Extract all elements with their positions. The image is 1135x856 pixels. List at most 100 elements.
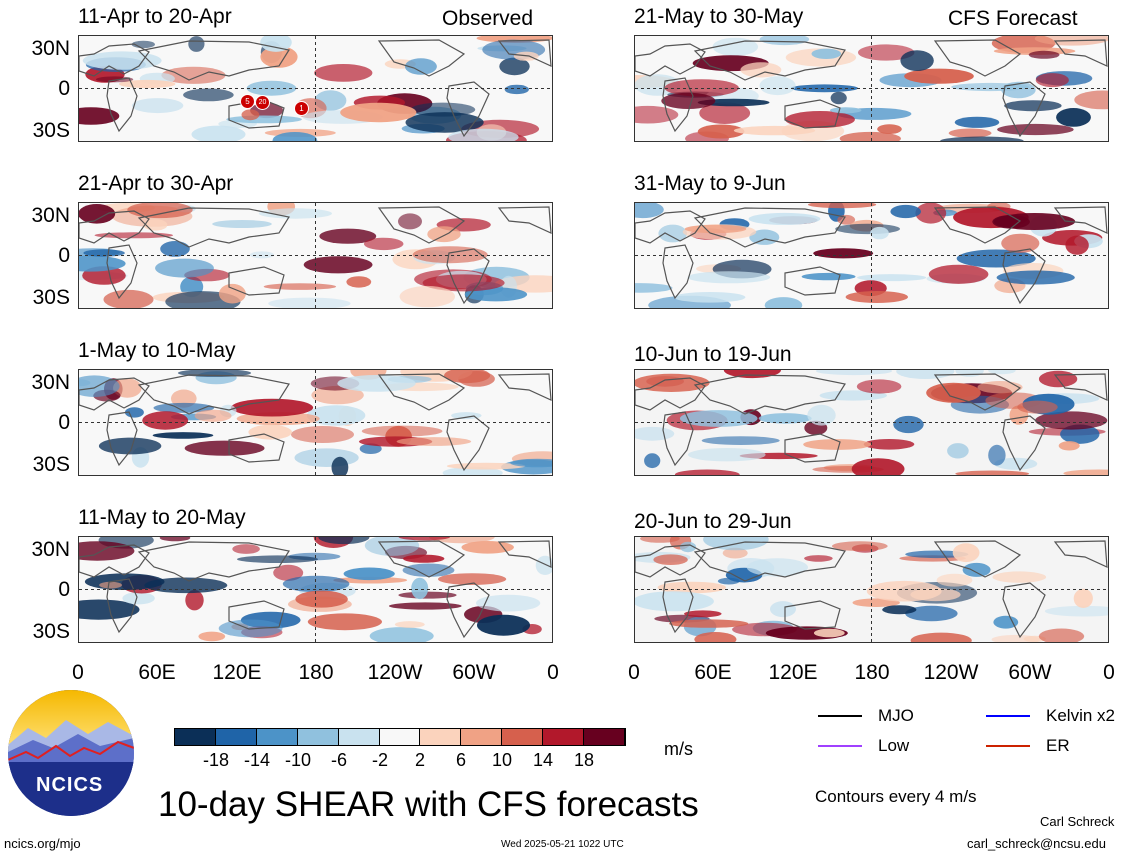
shear-blob <box>955 470 1030 475</box>
shear-field <box>79 203 552 308</box>
coastline <box>137 541 290 582</box>
lon-tick-label: 0 <box>1103 661 1115 684</box>
shear-blob <box>343 567 395 581</box>
storm-marker-label: 1 <box>299 104 304 113</box>
shear-blob <box>1044 605 1108 617</box>
shear-blob <box>411 577 429 600</box>
author-email[interactable]: carl_schreck@ncsu.edu <box>967 836 1106 851</box>
shear-blob <box>477 614 530 636</box>
shear-blob <box>674 292 746 303</box>
shear-blob <box>99 581 122 589</box>
shear-blob <box>188 36 205 52</box>
shear-blob <box>770 601 796 618</box>
coastline <box>446 248 490 305</box>
coastline <box>1002 415 1046 472</box>
shear-blob <box>1065 235 1089 255</box>
shear-blob <box>740 62 782 78</box>
shear-blob <box>1058 441 1080 451</box>
forecast-label: CFS Forecast <box>948 7 1078 30</box>
shear-blob <box>294 448 359 467</box>
shear-blob <box>815 370 893 376</box>
shear-blob <box>928 264 989 284</box>
colorbar-swatch <box>256 729 298 745</box>
shear-blob <box>303 256 373 274</box>
coastline <box>693 40 846 81</box>
shear-blob <box>890 204 921 219</box>
shear-map-observed-4 <box>78 536 553 643</box>
shear-blob <box>1074 90 1108 110</box>
shear-blob <box>947 443 969 459</box>
shear-field <box>79 370 552 475</box>
shear-field <box>635 36 1108 141</box>
lat-tick-label: 30N <box>31 204 70 227</box>
coastline <box>784 600 841 630</box>
shear-blob <box>910 588 961 602</box>
shear-blob <box>1073 588 1093 608</box>
shear-blob <box>644 453 661 469</box>
colorbar-swatch <box>338 729 380 745</box>
shear-blob <box>83 249 125 257</box>
lat-tick-label: 0 <box>58 77 70 100</box>
coastline <box>1002 248 1046 305</box>
contours-note: Contours every 4 m/s <box>815 787 977 806</box>
shear-blob <box>389 602 462 610</box>
shear-blob <box>198 631 226 642</box>
shear-blob <box>398 537 450 541</box>
shear-map-observed-3 <box>78 369 553 476</box>
shear-blob <box>396 437 472 446</box>
shear-blob <box>402 563 455 577</box>
colorbar-tick-label: 10 <box>491 750 513 770</box>
shear-blob <box>152 432 214 439</box>
shear-blob <box>448 128 519 141</box>
lon-tick-label: 60W <box>1008 661 1052 684</box>
shear-blob <box>1017 400 1058 414</box>
shear-blob <box>712 37 759 56</box>
shear-map-forecast-2 <box>634 202 1109 309</box>
shear-blob <box>936 573 973 587</box>
shear-blob <box>241 109 260 121</box>
shear-blob <box>811 48 842 59</box>
shear-blob <box>444 370 491 384</box>
coastline <box>693 541 846 582</box>
ncics-logo-art <box>8 690 134 816</box>
author-name: Carl Schreck <box>1040 814 1115 829</box>
shear-blob <box>185 590 204 611</box>
shear-blob <box>759 36 810 46</box>
shear-blob <box>829 107 862 114</box>
legend-line-mjo <box>818 715 862 717</box>
lon-tick-label: 120W <box>923 661 979 684</box>
shear-blob <box>405 112 484 133</box>
shear-map-forecast-1 <box>634 35 1109 142</box>
coastline <box>377 39 466 77</box>
colorbar-unit: m/s <box>664 739 693 759</box>
shear-blob <box>333 576 408 584</box>
shear-blob <box>717 577 740 585</box>
coastline <box>228 433 285 463</box>
shear-blob <box>319 228 377 244</box>
shear-blob <box>499 57 530 76</box>
coastline <box>446 81 490 138</box>
colorbar-swatch <box>297 729 339 745</box>
coastline <box>1053 540 1108 568</box>
storm-marker: 20 <box>255 95 270 110</box>
shear-blob <box>640 537 680 543</box>
shear-blob <box>155 258 214 278</box>
shear-blob <box>664 79 739 97</box>
shear-blob <box>212 220 272 228</box>
shear-blob <box>759 76 796 96</box>
shear-blob <box>1063 469 1108 475</box>
shear-blob <box>1056 108 1091 127</box>
lat-tick-label: 30N <box>31 371 70 394</box>
shear-blob <box>510 458 552 468</box>
shear-field <box>635 537 1108 642</box>
shear-blob <box>697 124 745 139</box>
shear-blob <box>858 44 915 61</box>
legend-label-er: ER <box>1046 736 1070 755</box>
site-link[interactable]: ncics.org/mjo <box>4 836 81 851</box>
colorbar-tick-label: -14 <box>243 750 270 770</box>
colorbar-tick-label: 2 <box>414 750 425 770</box>
lat-tick-label: 30S <box>32 119 70 142</box>
shear-blob <box>635 203 664 219</box>
coastline <box>137 207 290 248</box>
shear-blob <box>992 215 1030 229</box>
